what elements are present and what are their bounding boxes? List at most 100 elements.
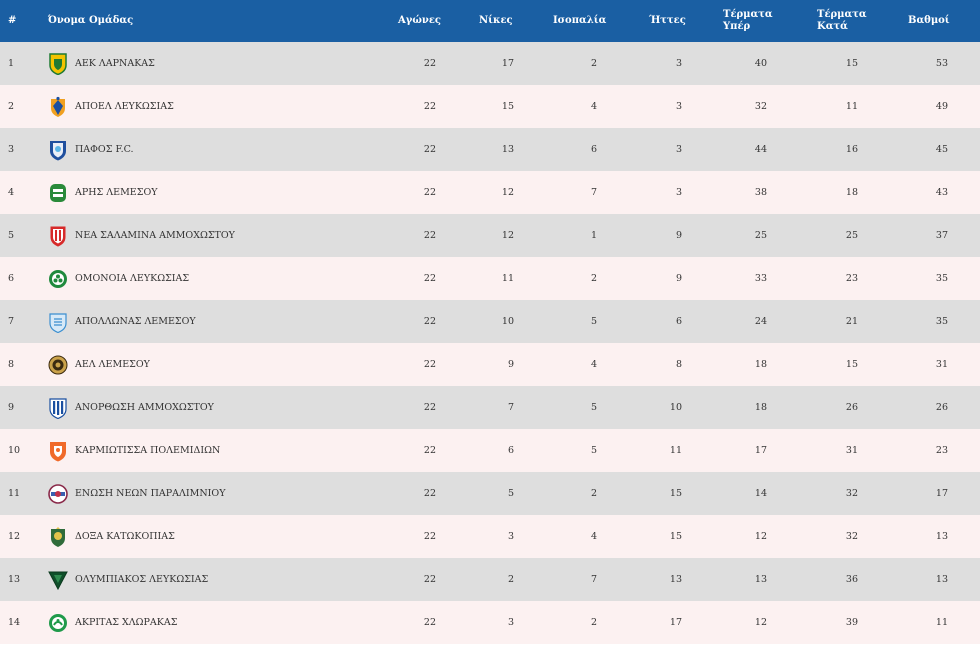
team-cell[interactable]: ΑΠΟΛΛΩΝΑΣ ΛΕΜΕΣΟΥ: [48, 300, 196, 343]
team-name[interactable]: ΕΝΩΣΗ ΝΕΩΝ ΠΑΡΑΛΙΜΝΙΟΥ: [75, 488, 226, 499]
header-played[interactable]: Αγώνες: [398, 15, 441, 26]
header-losses[interactable]: Ήττες: [649, 15, 686, 26]
header-goals-against[interactable]: Τέρματα Κατά: [817, 0, 867, 42]
aris-limassol-crest-icon: [48, 182, 68, 204]
points-cell: 17: [935, 488, 948, 499]
played-cell: 22: [423, 402, 436, 413]
team-name[interactable]: ΑΕΚ ΛΑΡΝΑΚΑΣ: [75, 58, 155, 69]
karmiotissa-crest-icon: [48, 440, 68, 462]
played-cell: 22: [423, 531, 436, 542]
team-cell[interactable]: ΔΟΞΑ ΚΑΤΩΚΟΠΙΑΣ: [48, 515, 175, 558]
team-name[interactable]: ΟΜΟΝΟΙΑ ΛΕΥΚΩΣΙΑΣ: [75, 273, 190, 284]
draws-cell: 4: [590, 101, 597, 112]
wins-cell: 12: [501, 187, 514, 198]
table-row[interactable]: 2 ΑΠΟΕΛ ΛΕΥΚΩΣΙΑΣ 22 15 4 3 32 11 49: [0, 85, 980, 128]
team-name[interactable]: ΑΠΟΛΛΩΝΑΣ ΛΕΜΕΣΟΥ: [75, 316, 196, 327]
draws-cell: 4: [590, 531, 597, 542]
header-goals-for[interactable]: Τέρματα Υπέρ: [723, 0, 773, 42]
team-cell[interactable]: ΑΝΟΡΘΩΣΗ ΑΜΜΟΧΩΣΤΟΥ: [48, 386, 214, 429]
table-row[interactable]: 7 ΑΠΟΛΛΩΝΑΣ ΛΕΜΕΣΟΥ 22 10 5 6 24 21 35: [0, 300, 980, 343]
table-row[interactable]: 12 ΔΟΞΑ ΚΑΤΩΚΟΠΙΑΣ 22 3 4 15 12 32 13: [0, 515, 980, 558]
table-row[interactable]: 6 ΟΜΟΝΟΙΑ ΛΕΥΚΩΣΙΑΣ 22 11 2 9 33 23 35: [0, 257, 980, 300]
team-cell[interactable]: ΑΕΚ ΛΑΡΝΑΚΑΣ: [48, 42, 155, 85]
points-cell: 31: [935, 359, 948, 370]
draws-cell: 2: [590, 58, 597, 69]
omonoia-crest-icon: [48, 268, 68, 290]
header-points[interactable]: Βαθμοί: [908, 15, 950, 26]
played-cell: 22: [423, 144, 436, 155]
team-cell[interactable]: ΟΛΥΜΠΙΑΚΟΣ ΛΕΥΚΩΣΙΑΣ: [48, 558, 208, 601]
team-cell[interactable]: ΠΑΦΟΣ F.C.: [48, 128, 134, 171]
draws-cell: 2: [590, 617, 597, 628]
table-row[interactable]: 4 ΑΡΗΣ ΛΕΜΕΣΟΥ 22 12 7 3 38 18 43: [0, 171, 980, 214]
team-name[interactable]: ΚΑΡΜΙΩΤΙΣΣΑ ΠΟΛΕΜΙΔΙΩΝ: [75, 445, 221, 456]
team-name[interactable]: ΑΝΟΡΘΩΣΗ ΑΜΜΟΧΩΣΤΟΥ: [75, 402, 214, 413]
team-name[interactable]: ΑΚΡΙΤΑΣ ΧΛΩΡΑΚΑΣ: [75, 617, 178, 628]
team-cell[interactable]: ΟΜΟΝΟΙΑ ΛΕΥΚΩΣΙΑΣ: [48, 257, 189, 300]
played-cell: 22: [423, 230, 436, 241]
table-row[interactable]: 1 ΑΕΚ ΛΑΡΝΑΚΑΣ 22 17 2 3 40 15 53: [0, 42, 980, 85]
losses-cell: 3: [675, 144, 682, 155]
team-cell[interactable]: ΑΚΡΙΤΑΣ ΧΛΩΡΑΚΑΣ: [48, 601, 177, 644]
losses-cell: 8: [675, 359, 682, 370]
goals-against-cell: 15: [845, 359, 858, 370]
team-cell[interactable]: ΑΠΟΕΛ ΛΕΥΚΩΣΙΑΣ: [48, 85, 174, 128]
played-cell: 22: [423, 574, 436, 585]
points-cell: 13: [935, 574, 948, 585]
enp-crest-icon: [48, 483, 68, 505]
table-row[interactable]: 10 ΚΑΡΜΙΩΤΙΣΣΑ ΠΟΛΕΜΙΔΙΩΝ 22 6 5 11 17 31 23: [0, 429, 980, 472]
team-name[interactable]: ΔΟΞΑ ΚΑΤΩΚΟΠΙΑΣ: [75, 531, 175, 542]
team-cell[interactable]: ΝΕΑ ΣΑΛΑΜΙΝΑ ΑΜΜΟΧΩΣΤΟΥ: [48, 214, 235, 257]
table-row[interactable]: 14 ΑΚΡΙΤΑΣ ΧΛΩΡΑΚΑΣ 22 3 2 17 12 39 11: [0, 601, 980, 644]
wins-cell: 6: [507, 445, 514, 456]
team-cell[interactable]: ΑΡΗΣ ΛΕΜΕΣΟΥ: [48, 171, 158, 214]
goals-against-cell: 39: [845, 617, 858, 628]
team-cell[interactable]: ΕΝΩΣΗ ΝΕΩΝ ΠΑΡΑΛΙΜΝΙΟΥ: [48, 472, 225, 515]
table-row[interactable]: 8 ΑΕΛ ΛΕΜΕΣΟΥ 22 9 4 8 18 15 31: [0, 343, 980, 386]
rank-cell: 11: [8, 488, 21, 499]
header-wins[interactable]: Νίκες: [479, 15, 513, 26]
rank-cell: 10: [8, 445, 21, 456]
played-cell: 22: [423, 273, 436, 284]
played-cell: 22: [423, 58, 436, 69]
team-name[interactable]: ΟΛΥΜΠΙΑΚΟΣ ΛΕΥΚΩΣΙΑΣ: [75, 574, 209, 585]
goals-against-cell: 26: [845, 402, 858, 413]
team-name[interactable]: ΑΠΟΕΛ ΛΕΥΚΩΣΙΑΣ: [75, 101, 174, 112]
rank-cell: 14: [8, 617, 21, 628]
nea-salamina-crest-icon: [48, 225, 68, 247]
rank-cell: 3: [8, 144, 15, 155]
table-row[interactable]: 3 ΠΑΦΟΣ F.C. 22 13 6 3 44 16 45: [0, 128, 980, 171]
goals-for-cell: 18: [754, 402, 767, 413]
apollon-crest-icon: [48, 311, 68, 333]
table-row[interactable]: 9 ΑΝΟΡΘΩΣΗ ΑΜΜΟΧΩΣΤΟΥ 22 7 5 10 18 26 26: [0, 386, 980, 429]
team-name[interactable]: ΑΡΗΣ ΛΕΜΕΣΟΥ: [75, 187, 158, 198]
team-cell[interactable]: ΑΕΛ ΛΕΜΕΣΟΥ: [48, 343, 150, 386]
goals-against-cell: 32: [845, 488, 858, 499]
header-draws[interactable]: Ισοπαλία: [553, 15, 607, 26]
team-name[interactable]: ΠΑΦΟΣ F.C.: [75, 144, 134, 155]
table-row[interactable]: 5 ΝΕΑ ΣΑΛΑΜΙΝΑ ΑΜΜΟΧΩΣΤΟΥ 22 12 1 9 25 25 37: [0, 214, 980, 257]
goals-against-cell: 16: [845, 144, 858, 155]
table-row[interactable]: 11 ΕΝΩΣΗ ΝΕΩΝ ΠΑΡΑΛΙΜΝΙΟΥ 22 5 2 15 14 32 17: [0, 472, 980, 515]
table-row[interactable]: 13 ΟΛΥΜΠΙΑΚΟΣ ΛΕΥΚΩΣΙΑΣ 22 2 7 13 13 36 13: [0, 558, 980, 601]
wins-cell: 7: [507, 402, 514, 413]
losses-cell: 11: [669, 445, 682, 456]
doxa-crest-icon: [48, 526, 68, 548]
team-name[interactable]: ΑΕΛ ΛΕΜΕΣΟΥ: [75, 359, 150, 370]
wins-cell: 5: [507, 488, 514, 499]
draws-cell: 4: [590, 359, 597, 370]
losses-cell: 9: [675, 230, 682, 241]
team-name[interactable]: ΝΕΑ ΣΑΛΑΜΙΝΑ ΑΜΜΟΧΩΣΤΟΥ: [75, 230, 235, 241]
header-goals-against-line1: Τέρματα: [817, 9, 867, 20]
goals-for-cell: 33: [754, 273, 767, 284]
header-rank[interactable]: #: [8, 15, 17, 26]
goals-against-cell: 36: [845, 574, 858, 585]
goals-for-cell: 24: [754, 316, 767, 327]
wins-cell: 3: [507, 531, 514, 542]
goals-for-cell: 38: [754, 187, 767, 198]
header-team[interactable]: Όνομα Ομάδας: [48, 15, 134, 26]
team-cell[interactable]: ΚΑΡΜΙΩΤΙΣΣΑ ΠΟΛΕΜΙΔΙΩΝ: [48, 429, 220, 472]
header-goals-for-line1: Τέρματα: [723, 9, 773, 20]
points-cell: 13: [935, 531, 948, 542]
table-body: 1 ΑΕΚ ΛΑΡΝΑΚΑΣ 22 17 2 3 40 15 53 2 ΑΠΟΕΛ ΛΕΥΚΩΣΙΑ…: [0, 42, 980, 644]
